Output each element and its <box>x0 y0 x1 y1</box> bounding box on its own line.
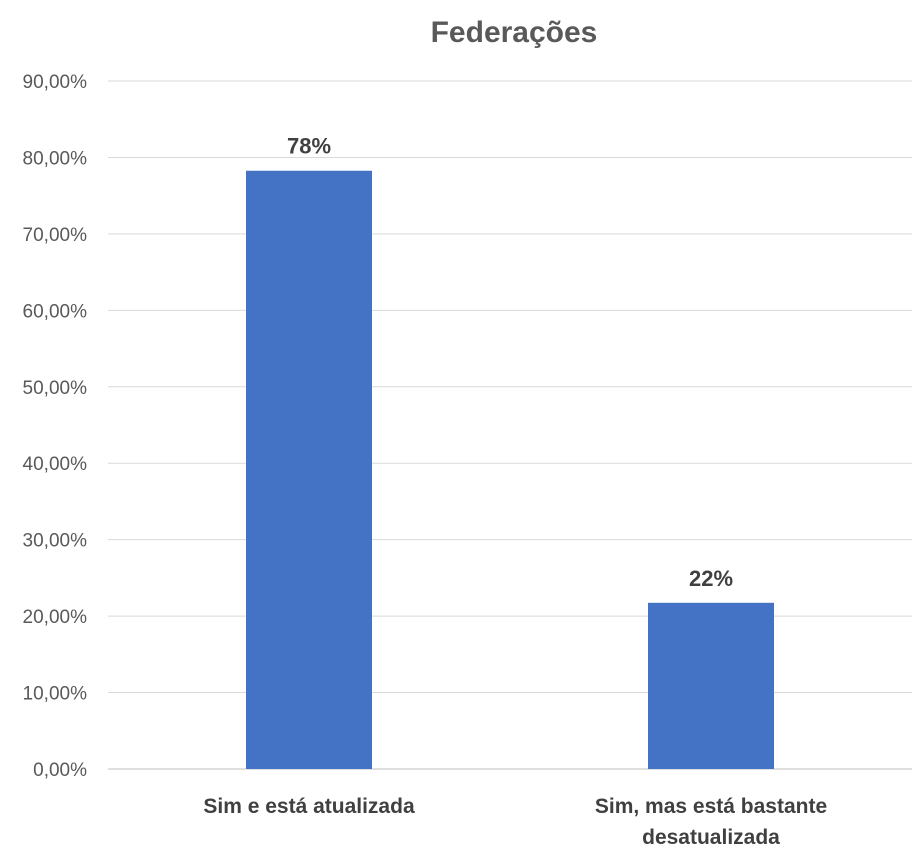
y-tick-label: 70,00% <box>23 225 88 246</box>
bar <box>648 602 774 769</box>
y-tick-label: 90,00% <box>23 72 88 93</box>
y-tick-label: 30,00% <box>23 531 88 552</box>
x-tick-label: Sim, mas está bastante <box>595 795 827 818</box>
bars <box>246 170 774 769</box>
y-tick-label: 80,00% <box>23 148 88 169</box>
chart-title: Federações <box>431 16 598 49</box>
y-tick-label: 40,00% <box>23 454 88 475</box>
x-tick-label: desatualizada <box>642 826 780 849</box>
x-axis-tick-labels: Sim e está atualizada Sim, mas está basta… <box>203 795 827 849</box>
data-label: 78% <box>287 134 331 159</box>
y-tick-label: 50,00% <box>23 378 88 399</box>
y-tick-label: 60,00% <box>23 301 88 322</box>
y-tick-label: 20,00% <box>23 607 88 628</box>
y-tick-label: 10,00% <box>23 684 88 705</box>
y-tick-label: 0,00% <box>33 760 87 781</box>
bar <box>246 170 372 769</box>
data-labels: 78% 22% <box>287 134 733 591</box>
x-tick-label: Sim e está atualizada <box>203 795 415 818</box>
gridlines <box>108 80 912 770</box>
y-axis-tick-labels: 0,00% 10,00% 20,00% 30,00% 40,00% 50,00% 60,00… <box>23 72 88 781</box>
data-label: 22% <box>689 566 733 591</box>
